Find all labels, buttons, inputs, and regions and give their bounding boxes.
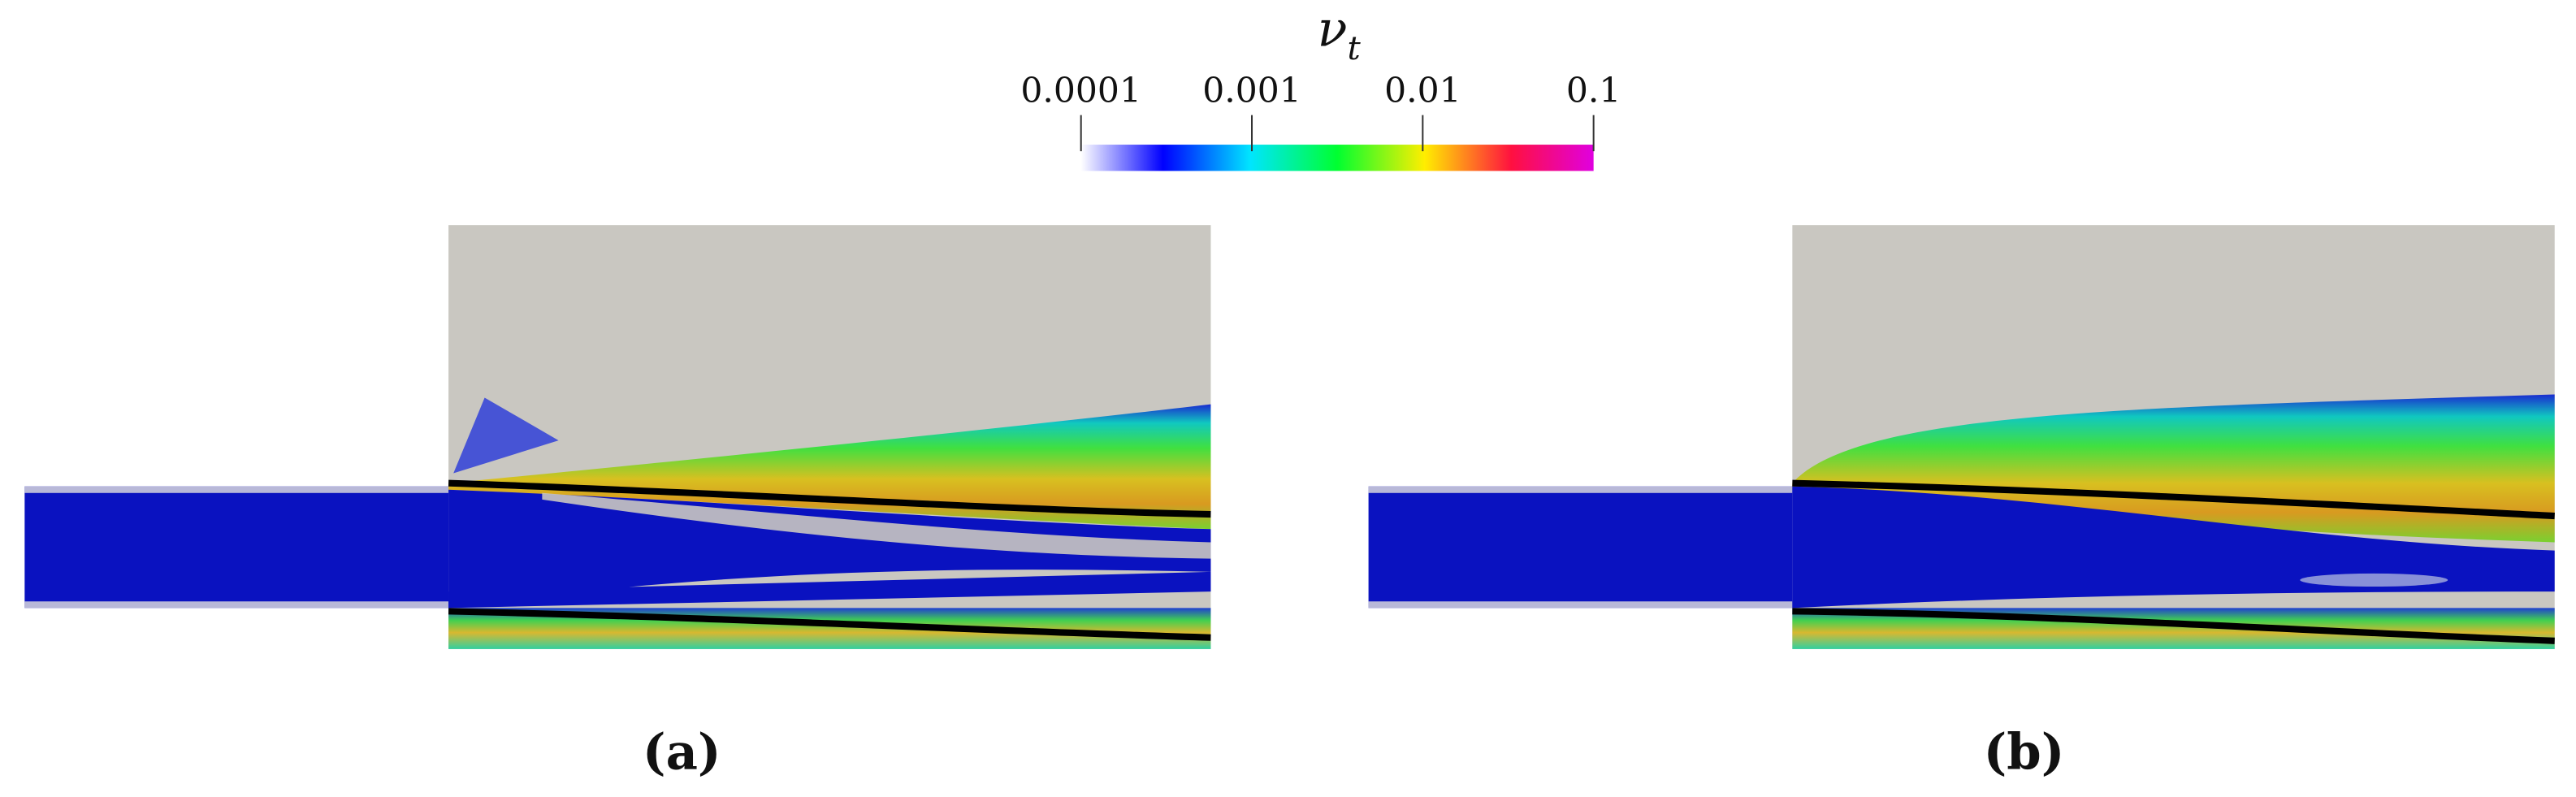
inlet bbox=[24, 486, 449, 609]
colorbar-gradient bbox=[1080, 145, 1594, 171]
title-symbol: ν bbox=[1318, 2, 1348, 58]
vortex bbox=[453, 397, 559, 474]
title-subscript: t bbox=[1347, 28, 1361, 67]
panel-a: (a) bbox=[24, 225, 1211, 782]
core-low bbox=[448, 571, 1211, 609]
inlet bbox=[1368, 486, 1793, 609]
inlet-edge bbox=[1368, 486, 1793, 493]
contour-line bbox=[448, 479, 1211, 518]
panel-label: (a) bbox=[643, 724, 721, 782]
shear-layer bbox=[448, 404, 1211, 530]
core-spot bbox=[2300, 573, 2448, 587]
inlet-edge bbox=[1368, 601, 1793, 609]
colorbar-title: νt bbox=[1318, 2, 1362, 67]
panel-label: (b) bbox=[1984, 724, 2065, 782]
inlet-edge bbox=[24, 601, 449, 609]
contour-line bbox=[448, 608, 1211, 641]
streak bbox=[542, 492, 1211, 559]
tick-label: 0.0001 bbox=[1020, 71, 1141, 110]
core bbox=[448, 489, 1211, 609]
colorbar: νt 0.0001 0.001 0.01 0.1 bbox=[1020, 2, 1621, 171]
inlet-edge bbox=[24, 486, 449, 493]
tick-label: 0.001 bbox=[1202, 71, 1301, 110]
contour-line bbox=[1792, 479, 2555, 520]
contour-line bbox=[1792, 608, 2555, 644]
tick-label: 0.01 bbox=[1384, 71, 1461, 110]
tick-label: 0.1 bbox=[1566, 71, 1621, 110]
panel-b: (b) bbox=[1368, 225, 2555, 782]
